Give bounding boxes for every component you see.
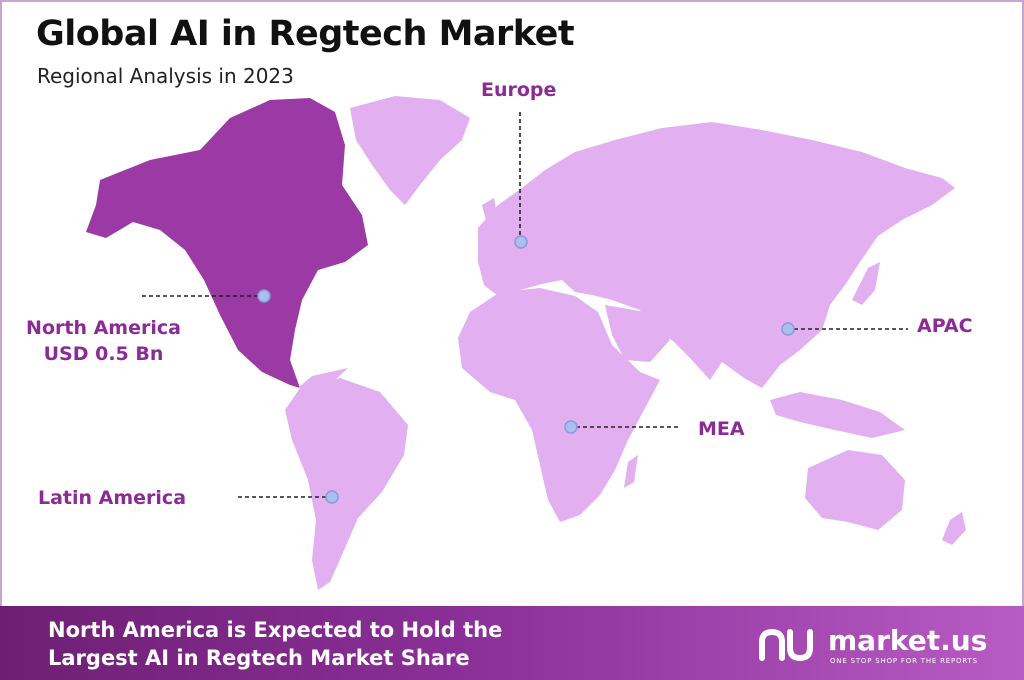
footer-line-1: North America is Expected to Hold the bbox=[48, 618, 503, 642]
market-us-logo-icon bbox=[759, 628, 813, 662]
footer-text: North America is Expected to Hold the La… bbox=[48, 616, 502, 672]
north-america-landmass bbox=[86, 98, 368, 388]
leader-lines bbox=[142, 112, 908, 498]
market-us-logo: market.us ONE STOP SHOP FOR THE REPORTS bbox=[758, 624, 998, 668]
europe-label: Europe bbox=[481, 79, 557, 101]
mea-marker bbox=[564, 420, 578, 434]
south-america-landmass bbox=[285, 378, 408, 590]
greenland-landmass bbox=[350, 96, 470, 205]
north-america-name: North America bbox=[26, 317, 181, 339]
world-map bbox=[86, 96, 966, 590]
north-america-value: USD 0.5 Bn bbox=[43, 343, 164, 365]
brand-name: market.us bbox=[828, 624, 988, 657]
australia-landmass bbox=[805, 450, 905, 530]
brand-tagline: ONE STOP SHOP FOR THE REPORTS bbox=[830, 657, 978, 665]
north-america-label: North America USD 0.5 Bn bbox=[12, 315, 195, 367]
north-america-marker bbox=[257, 289, 271, 303]
apac-label: APAC bbox=[917, 315, 973, 337]
footer-line-2: Largest AI in Regtech Market Share bbox=[48, 646, 470, 670]
latin-america-marker bbox=[325, 490, 339, 504]
mea-label: MEA bbox=[698, 418, 745, 440]
region-markers bbox=[257, 235, 795, 504]
europe-marker bbox=[514, 235, 528, 249]
eurasia-landmass bbox=[478, 122, 955, 388]
japan-landmass bbox=[852, 262, 880, 305]
uk-landmass bbox=[482, 198, 498, 228]
arabia-landmass bbox=[605, 305, 670, 362]
africa-landmass bbox=[458, 288, 660, 522]
madagascar-landmass bbox=[624, 455, 638, 488]
page-title: Global AI in Regtech Market bbox=[36, 14, 575, 54]
latin-america-label: Latin America bbox=[38, 487, 187, 509]
apac-marker bbox=[781, 322, 795, 336]
page-subtitle: Regional Analysis in 2023 bbox=[37, 64, 294, 88]
footer-banner: North America is Expected to Hold the La… bbox=[0, 606, 1024, 680]
new-zealand-landmass bbox=[942, 512, 966, 545]
southeast-asia-landmass bbox=[770, 392, 905, 438]
